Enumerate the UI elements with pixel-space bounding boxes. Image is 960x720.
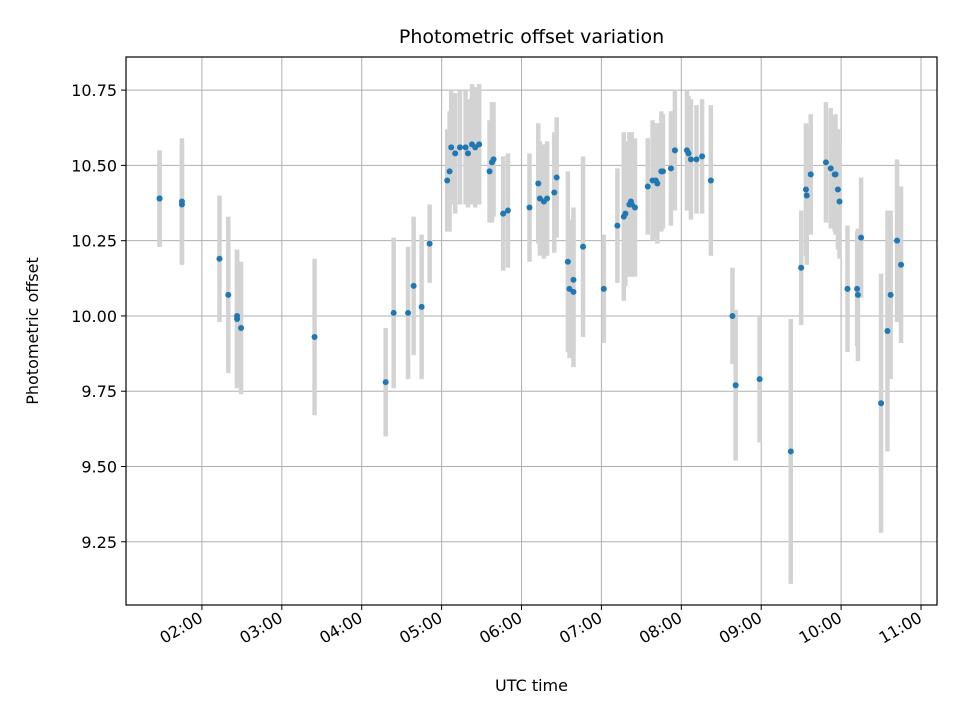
data-point: [462, 144, 469, 151]
data-point: [564, 258, 571, 265]
data-point: [832, 171, 839, 178]
data-point: [854, 285, 861, 292]
data-point: [464, 150, 471, 157]
data-point: [659, 168, 666, 175]
data-point: [644, 183, 651, 190]
data-point: [878, 400, 885, 407]
data-point: [418, 303, 425, 310]
chart-title: Photometric offset variation: [399, 26, 664, 48]
data-point: [225, 291, 232, 298]
plot-background: [126, 57, 937, 605]
y-tick-label: 10.75: [71, 81, 117, 100]
data-point: [444, 177, 451, 184]
data-point: [580, 243, 587, 250]
data-point: [693, 156, 700, 163]
data-point: [732, 382, 739, 389]
x-tick-label: 02:00: [156, 608, 205, 648]
data-point: [544, 195, 551, 202]
data-point: [551, 189, 558, 196]
data-point: [500, 210, 507, 217]
data-point: [216, 255, 223, 262]
y-axis: 9.25 9.50 9.75 10.00 10.25 10.50 10.75: [71, 81, 126, 552]
data-point: [448, 144, 455, 151]
plot-frame: [125, 56, 938, 606]
data-point: [456, 144, 463, 151]
data-point: [844, 285, 851, 292]
data-point: [884, 328, 891, 334]
data-point: [311, 334, 318, 341]
data-point: [807, 171, 814, 178]
y-tick-label: 9.25: [81, 533, 117, 552]
data-point: [836, 198, 843, 205]
data-point: [600, 285, 607, 292]
data-point: [687, 156, 694, 163]
data-point: [526, 204, 533, 211]
data-point: [390, 309, 397, 316]
data-point: [446, 168, 453, 175]
data-point: [894, 237, 901, 244]
data-point: [410, 282, 417, 289]
data-point: [452, 150, 459, 157]
data-point: [756, 376, 763, 383]
x-tick-label: 11:00: [876, 608, 925, 648]
data-point: [827, 165, 834, 172]
data-point: [787, 448, 794, 455]
data-point: [426, 240, 433, 247]
x-tick-label: 05:00: [396, 608, 445, 648]
data-point: [476, 141, 483, 148]
x-tick-label: 06:00: [476, 608, 525, 648]
data-point: [234, 312, 241, 319]
y-tick-label: 9.50: [81, 457, 117, 476]
y-axis-label: Photometric offset: [23, 257, 42, 405]
data-point: [631, 204, 638, 211]
data-point: [798, 264, 805, 271]
data-point: [887, 291, 894, 298]
data-point: [667, 165, 674, 172]
data-point: [486, 168, 493, 175]
y-tick-label: 10.00: [71, 307, 117, 326]
data-point: [570, 276, 577, 283]
x-tick-label: 03:00: [236, 608, 285, 648]
x-tick-label: 09:00: [716, 608, 765, 648]
data-point: [685, 150, 692, 157]
data-point: [803, 192, 810, 199]
data-point: [156, 195, 163, 202]
data-point: [834, 186, 841, 193]
data-point: [822, 159, 829, 166]
x-axis: 02:00 03:00 04:00 05:00 06:00 07:00 08:00 09:00…: [156, 605, 925, 648]
x-tick-label: 07:00: [556, 608, 605, 648]
data-point: [898, 261, 905, 268]
y-tick-label: 9.75: [81, 382, 117, 401]
x-axis-label: UTC time: [495, 676, 568, 695]
data-point: [535, 180, 542, 187]
x-tick-label: 08:00: [636, 608, 685, 648]
data-point: [707, 177, 714, 184]
data-points: [156, 141, 905, 455]
data-point: [553, 174, 560, 181]
data-point: [622, 210, 629, 217]
data-point: [729, 312, 736, 319]
data-point: [405, 309, 412, 316]
data-point: [699, 153, 706, 160]
data-point: [614, 222, 621, 229]
data-point: [178, 198, 185, 205]
data-point: [858, 234, 865, 241]
data-point: [238, 324, 245, 331]
x-tick-label: 04:00: [316, 608, 365, 648]
x-tick-label: 10:00: [796, 608, 845, 648]
data-point: [671, 147, 678, 154]
data-point: [382, 379, 389, 386]
data-point: [854, 291, 861, 298]
y-tick-label: 10.25: [71, 232, 117, 251]
data-point: [490, 156, 497, 163]
data-point: [654, 180, 661, 187]
data-point: [504, 207, 511, 214]
data-point: [802, 186, 809, 193]
y-tick-label: 10.50: [71, 156, 117, 175]
data-point: [570, 288, 577, 295]
